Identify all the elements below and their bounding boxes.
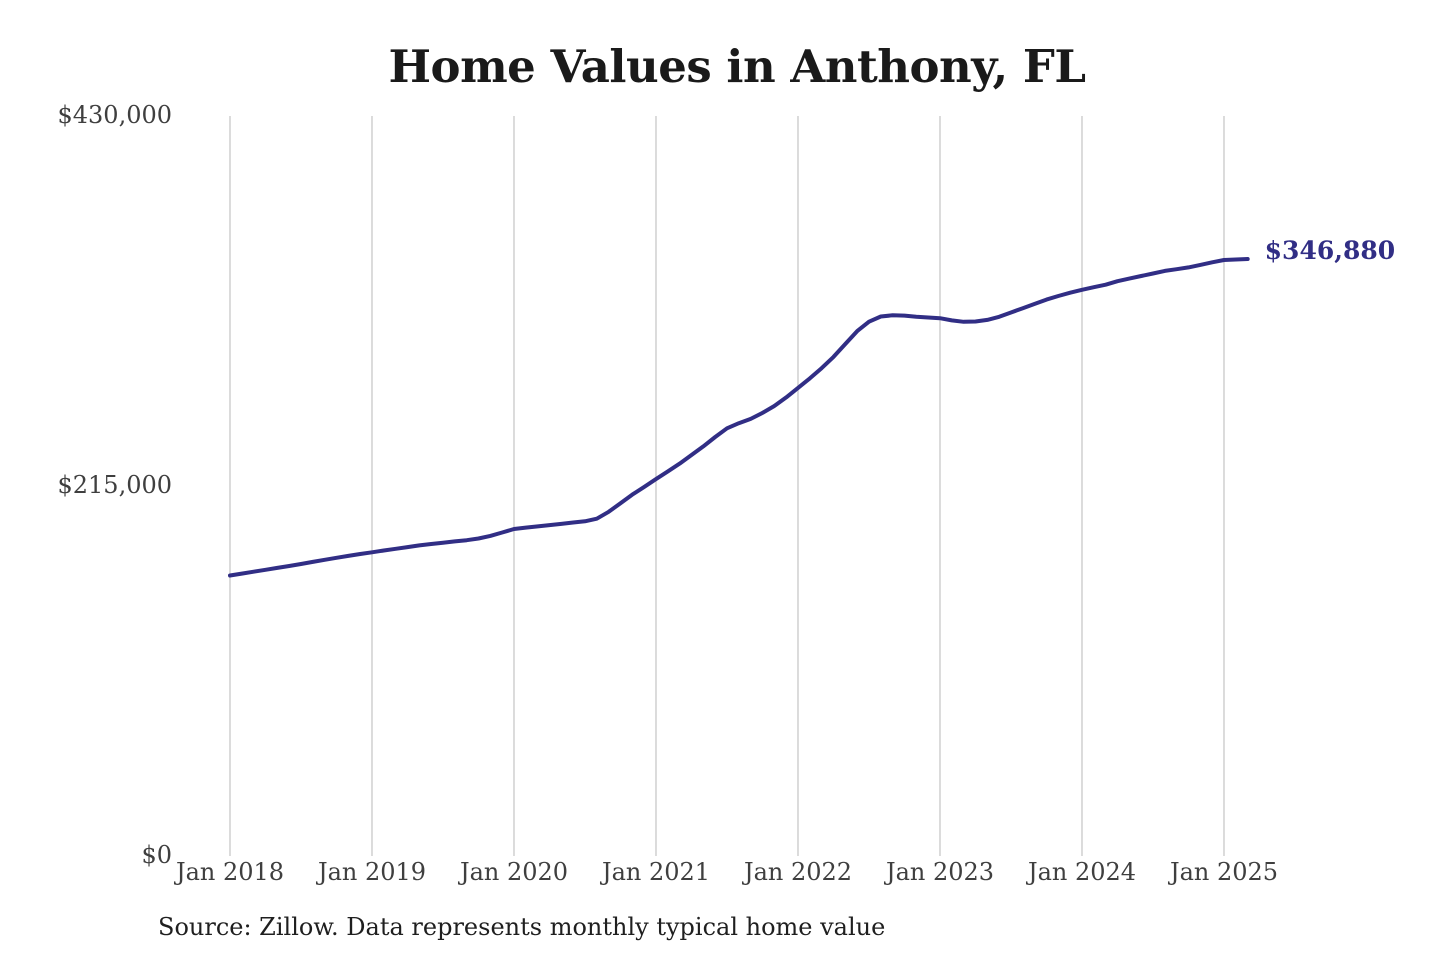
y-axis-label: $0: [141, 841, 172, 869]
x-axis-label: Jan 2024: [1027, 858, 1137, 886]
chart-title: Home Values in Anthony, FL: [388, 40, 1086, 93]
final-value-label: $346,880: [1264, 236, 1396, 266]
x-axis-label: Jan 2023: [885, 858, 995, 886]
x-axis-label: Jan 2019: [317, 858, 427, 886]
gridline-group: [229, 116, 1225, 856]
y-axis-label: $215,000: [57, 471, 172, 499]
source-note: Source: Zillow. Data represents monthly …: [158, 913, 886, 941]
x-axis-label: Jan 2018: [175, 858, 285, 886]
home-value-line: [228, 257, 1250, 578]
y-axis-label: $430,000: [57, 101, 172, 129]
x-axis-label: Jan 2025: [1169, 858, 1279, 886]
x-axis-label: Jan 2020: [459, 858, 569, 886]
x-axis-label: Jan 2022: [743, 858, 853, 886]
x-axis-label: Jan 2021: [601, 858, 711, 886]
